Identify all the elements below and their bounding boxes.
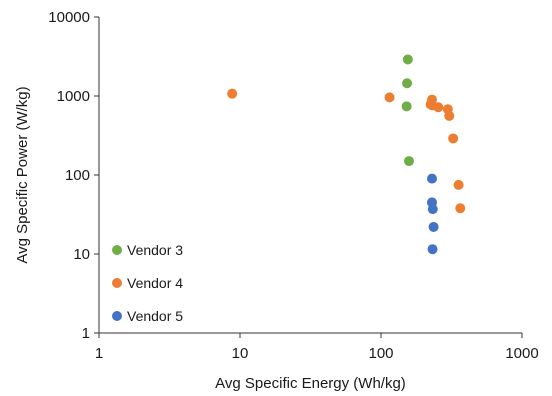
data-point <box>401 101 412 112</box>
legend-label: Vendor 5 <box>127 308 183 324</box>
data-point <box>402 78 413 89</box>
x-tick-label: 1 <box>95 345 103 362</box>
y-tick-label: 100 <box>65 167 90 184</box>
data-point <box>227 88 238 99</box>
legend-marker <box>112 245 122 255</box>
series-vendor-5 <box>427 173 439 255</box>
data-point <box>428 221 439 232</box>
data-point <box>455 203 466 214</box>
series-vendor-4 <box>227 88 466 214</box>
legend-marker <box>112 311 122 321</box>
data-point <box>448 133 459 144</box>
series-vendor-3 <box>401 54 415 167</box>
legend-marker <box>112 278 122 288</box>
data-points <box>227 54 466 255</box>
data-point <box>402 54 413 65</box>
x-tick-label: 10 <box>232 345 249 362</box>
data-point <box>444 110 455 121</box>
tick-labels: 1 10 100 1000 10000 1 10 100 1000 <box>48 9 538 362</box>
data-point <box>433 102 444 113</box>
y-tick-label: 1 <box>82 325 90 342</box>
legend: Vendor 3 Vendor 4 Vendor 5 <box>112 242 183 324</box>
data-point <box>453 179 464 190</box>
x-axis-title: Avg Specific Energy (Wh/kg) <box>215 375 406 392</box>
ticks <box>94 16 523 338</box>
data-point <box>384 92 395 103</box>
x-tick-label: 100 <box>368 345 393 362</box>
legend-label: Vendor 3 <box>127 242 183 258</box>
y-axis-title: Avg Specific Power (W/kg) <box>14 86 31 263</box>
data-point <box>427 204 438 215</box>
data-point <box>427 244 438 255</box>
y-tick-label: 10000 <box>48 9 90 26</box>
legend-label: Vendor 4 <box>127 275 183 291</box>
data-point <box>404 156 415 167</box>
data-point <box>427 173 438 184</box>
x-tick-label: 1000 <box>505 345 538 362</box>
y-tick-label: 10 <box>73 246 90 263</box>
y-tick-label: 1000 <box>57 88 90 105</box>
